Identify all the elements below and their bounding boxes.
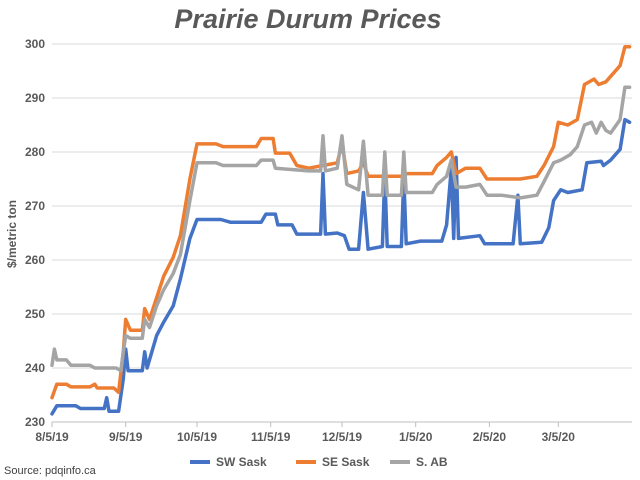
x-tick-label: 3/5/20 — [542, 430, 576, 444]
y-tick-label: 240 — [25, 361, 45, 375]
y-tick-label: 230 — [25, 415, 45, 429]
x-tick-label: 1/5/20 — [399, 430, 433, 444]
chart-title: Prairie Durum Prices — [174, 4, 441, 34]
legend-label: SW Sask — [216, 455, 267, 469]
series-lines — [50, 44, 632, 416]
x-tick-label: 12/5/19 — [322, 430, 362, 444]
legend-label: S. AB — [416, 455, 448, 469]
x-tick-label: 8/5/19 — [35, 430, 69, 444]
y-tick-label: 290 — [25, 91, 45, 105]
x-tick-label: 10/5/19 — [177, 430, 217, 444]
gridlines — [52, 43, 632, 369]
legend-label: SE Sask — [322, 455, 370, 469]
x-tick-label: 9/5/19 — [109, 430, 143, 444]
x-tick-label: 2/5/20 — [473, 430, 507, 444]
y-tick-label: 270 — [25, 199, 45, 213]
y-tick-label: 260 — [25, 253, 45, 267]
y-axis-label: $/metric ton — [5, 200, 19, 268]
legend: SW Sask SE Sask S. AB — [190, 455, 448, 469]
series-line-se-sask — [50, 44, 632, 400]
source-note: Source: pdqinfo.ca — [4, 465, 97, 477]
x-tick-label: 11/5/19 — [251, 430, 291, 444]
series-line-s-ab — [50, 85, 632, 373]
y-tick-label: 250 — [25, 307, 45, 321]
x-axis-ticks: 8/5/19 9/5/19 10/5/19 11/5/19 12/5/19 1/5/20 2… — [35, 422, 575, 444]
y-axis-ticks: 230 240 250 260 270 280 290 300 — [25, 37, 45, 429]
y-tick-label: 280 — [25, 145, 45, 159]
series-line-sw-sask — [50, 117, 632, 416]
y-tick-label: 300 — [25, 37, 45, 51]
